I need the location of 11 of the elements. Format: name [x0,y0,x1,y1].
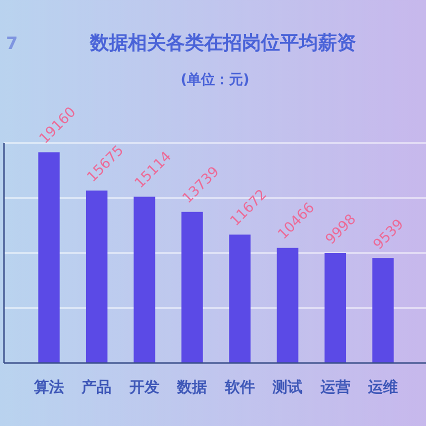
chart-subtitle: (单位：元) [180,72,250,88]
x-tick-label: 软件 [224,378,255,396]
x-tick-label: 开发 [128,378,160,396]
x-tick-label: 数据 [176,378,208,396]
x-tick-label: 运维 [367,378,398,396]
x-tick-label: 运营 [319,378,350,396]
chart-title: 数据相关各类在招岗位平均薪资 [89,32,356,54]
x-tick-label: 算法 [32,378,64,396]
x-tick-label: 测试 [272,378,303,396]
x-tick-label: 产品 [80,378,112,396]
text: 7 [6,34,18,54]
